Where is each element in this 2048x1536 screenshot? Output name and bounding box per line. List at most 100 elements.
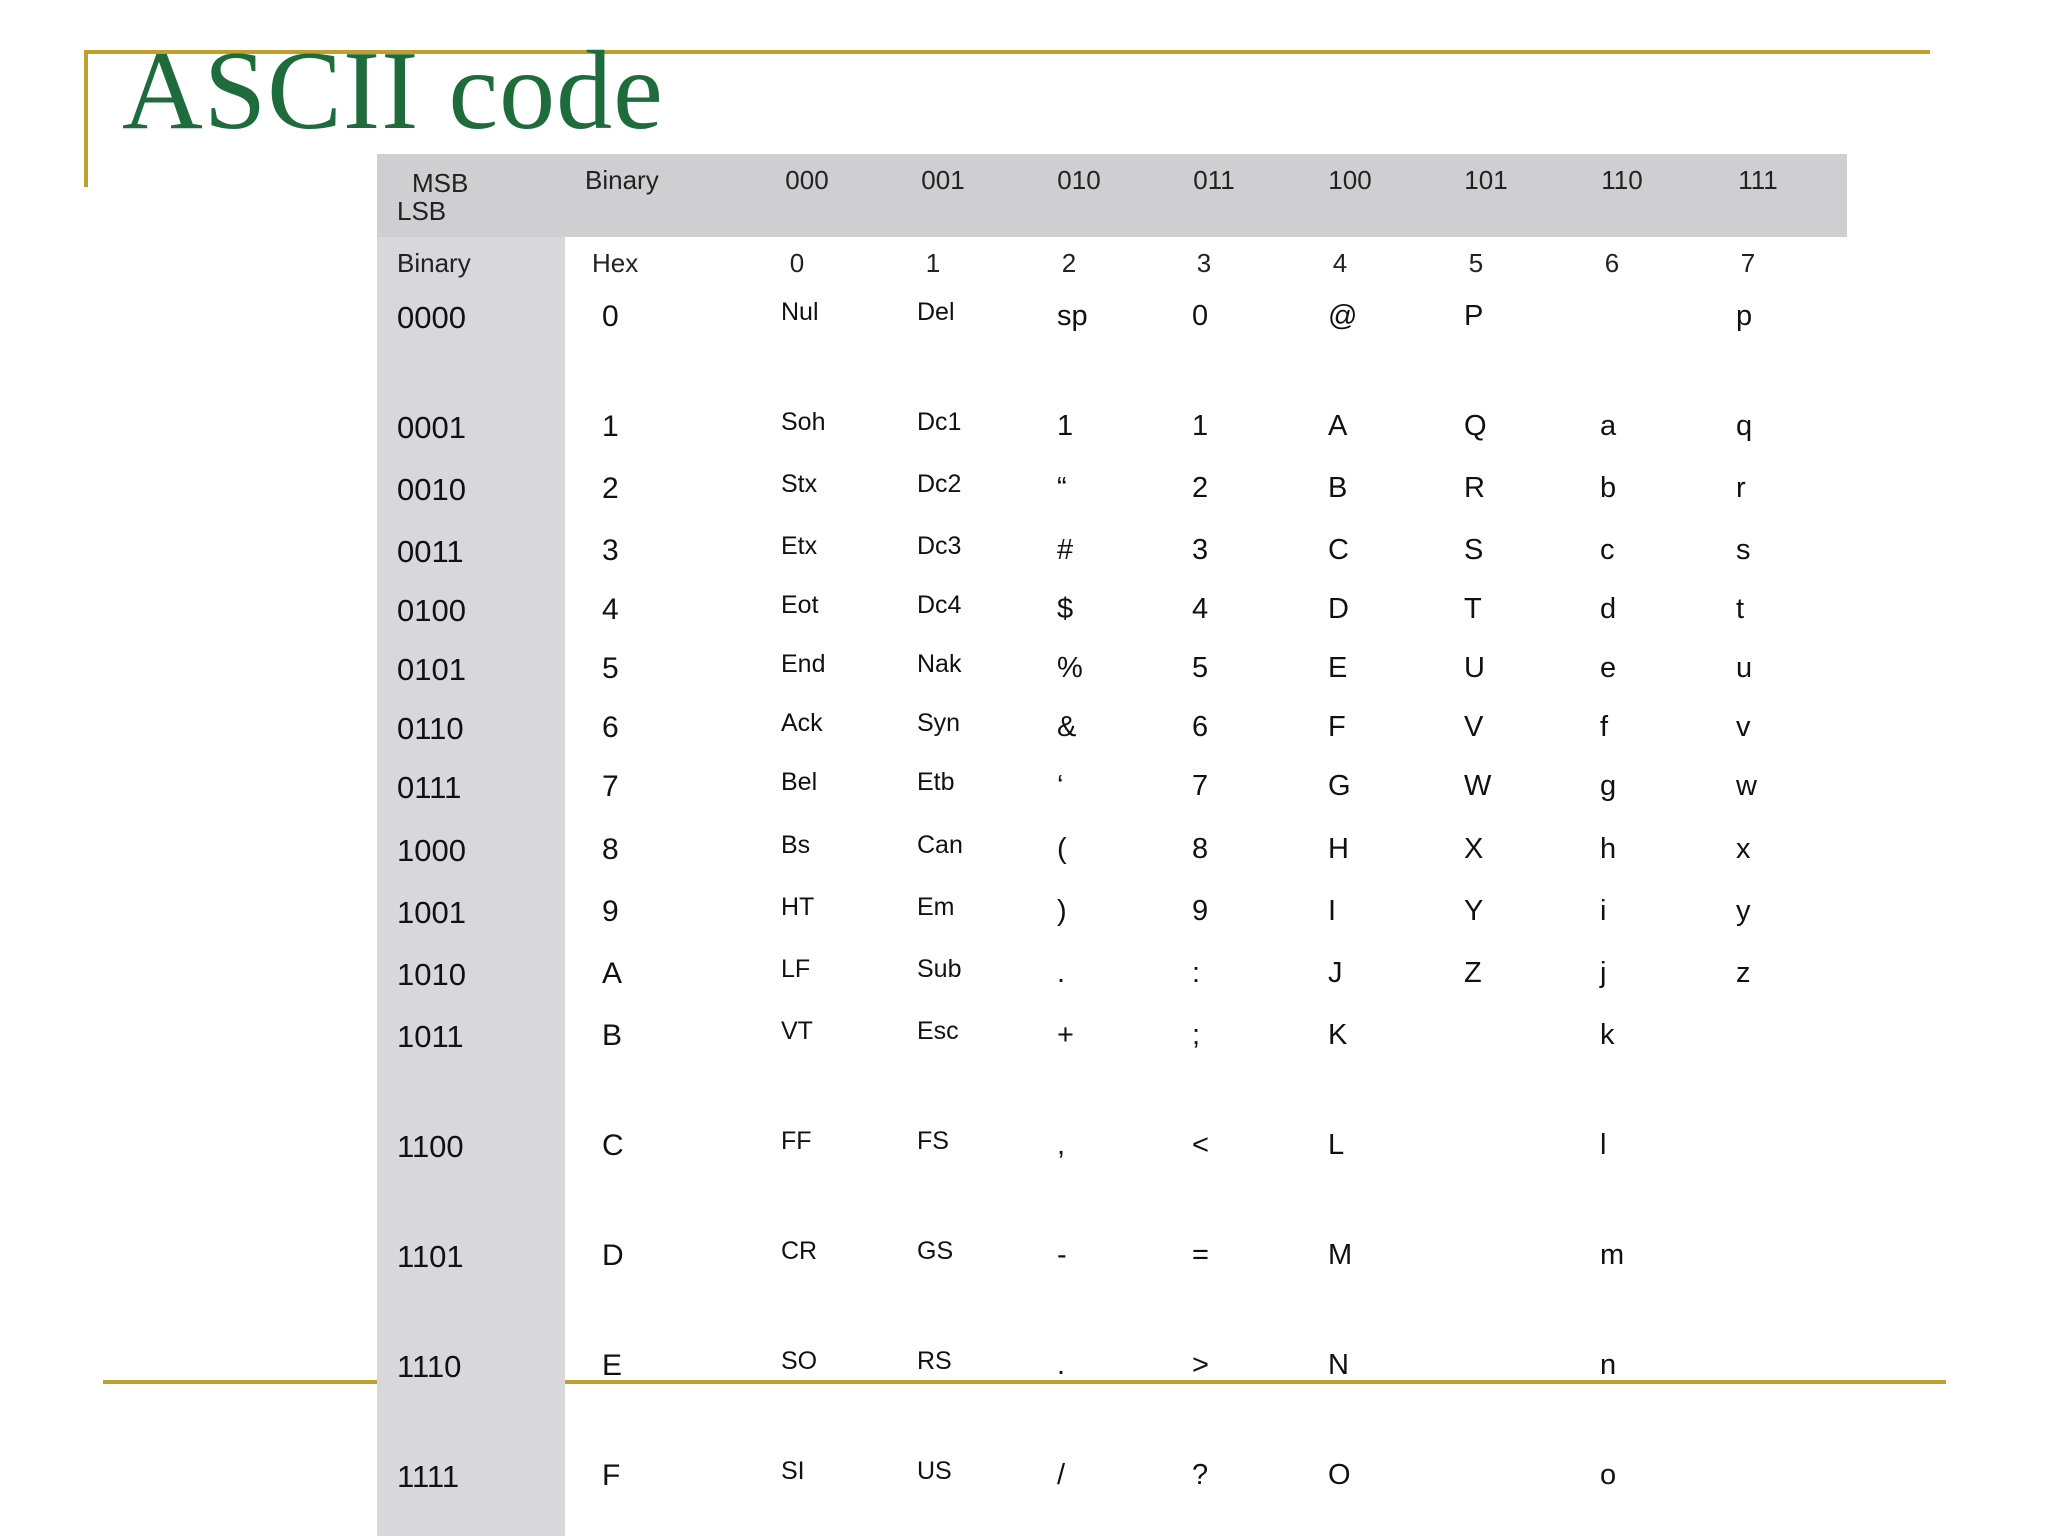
- ascii-char-cell: a: [1600, 410, 1617, 442]
- ascii-char-cell: j: [1600, 957, 1607, 989]
- footer-rule: [103, 1380, 1946, 1384]
- row-hex-value: 5: [602, 652, 619, 685]
- ascii-char-cell: GS: [917, 1237, 954, 1265]
- ascii-char-cell: C: [1328, 534, 1349, 566]
- ascii-char-cell: t: [1736, 593, 1745, 625]
- row-hex-value: 0: [602, 300, 619, 333]
- ascii-char-cell: 3: [1192, 534, 1209, 566]
- ascii-char-cell: V: [1464, 711, 1484, 743]
- ascii-char-cell: I: [1328, 895, 1337, 927]
- ascii-char-cell: M: [1328, 1239, 1353, 1271]
- ascii-char-cell: p: [1736, 300, 1753, 332]
- ascii-char-cell: X: [1464, 833, 1484, 865]
- ascii-char-cell: P: [1464, 300, 1484, 332]
- ascii-char-cell: /: [1057, 1459, 1066, 1491]
- row-binary-value: 0000: [397, 300, 466, 335]
- row-hex-value: F: [602, 1459, 621, 1492]
- ascii-char-cell: o: [1600, 1459, 1617, 1491]
- ascii-char-cell: J: [1328, 957, 1343, 989]
- ascii-char-cell: l: [1600, 1129, 1607, 1161]
- row-binary-value: 1101: [397, 1239, 464, 1274]
- ascii-char-cell: >: [1192, 1349, 1209, 1381]
- ascii-char-cell: CR: [781, 1237, 818, 1265]
- row-hex-value: 8: [602, 833, 619, 866]
- ascii-char-cell: u: [1736, 652, 1753, 684]
- ascii-char-cell: W: [1464, 770, 1492, 802]
- ascii-char-cell: 9: [1192, 895, 1209, 927]
- ascii-char-cell: h: [1600, 833, 1617, 865]
- ascii-char-cell: y: [1736, 895, 1751, 927]
- ascii-char-cell: q: [1736, 410, 1753, 442]
- ascii-char-cell: “: [1057, 472, 1067, 504]
- ascii-char-cell: r: [1736, 472, 1746, 504]
- row-hex-value: 4: [602, 593, 619, 626]
- hex-column-header: 1: [925, 248, 941, 278]
- ascii-char-cell: ?: [1192, 1459, 1209, 1491]
- ascii-char-cell: Nak: [917, 650, 962, 678]
- ascii-char-cell: .: [1057, 1349, 1066, 1381]
- row-hex-value: C: [602, 1129, 624, 1162]
- ascii-char-cell: :: [1192, 957, 1201, 989]
- row-hex-value: 9: [602, 895, 619, 928]
- row-binary-value: 1110: [397, 1349, 462, 1384]
- row-binary-value: 1010: [397, 957, 466, 992]
- ascii-char-cell: LF: [781, 955, 811, 983]
- ascii-char-cell: End: [781, 650, 826, 678]
- ascii-char-cell: Etb: [917, 768, 955, 796]
- ascii-char-cell: H: [1328, 833, 1349, 865]
- ascii-char-cell: .: [1057, 957, 1066, 989]
- msb-binary-label: Binary: [585, 165, 659, 195]
- title-accent-vertical-rule: [84, 50, 88, 187]
- ascii-char-cell: g: [1600, 770, 1617, 802]
- slide-title: ASCII code: [122, 29, 664, 153]
- row-binary-label: Binary: [397, 248, 471, 278]
- ascii-char-cell: Y: [1464, 895, 1484, 927]
- ascii-char-cell: B: [1328, 472, 1348, 504]
- ascii-char-cell: 8: [1192, 833, 1209, 865]
- ascii-char-cell: -: [1057, 1239, 1067, 1271]
- ascii-char-cell: Del: [917, 298, 955, 326]
- hex-label: Hex: [592, 248, 639, 278]
- lsb-binary-column-band: [377, 237, 565, 1536]
- ascii-char-cell: d: [1600, 593, 1617, 625]
- ascii-char-cell: Dc2: [917, 470, 962, 498]
- ascii-char-cell: 1: [1192, 410, 1209, 442]
- ascii-char-cell: z: [1736, 957, 1751, 989]
- ascii-char-cell: Soh: [781, 408, 826, 436]
- ascii-char-cell: Esc: [917, 1017, 959, 1045]
- ascii-char-cell: N: [1328, 1349, 1349, 1381]
- ascii-char-cell: ,: [1057, 1129, 1066, 1161]
- ascii-char-cell: 4: [1192, 593, 1209, 625]
- ascii-char-cell: Eot: [781, 591, 819, 619]
- ascii-char-cell: RS: [917, 1347, 952, 1375]
- ascii-char-cell: Q: [1464, 410, 1487, 442]
- ascii-char-cell: c: [1600, 534, 1615, 566]
- ascii-char-cell: Z: [1464, 957, 1482, 989]
- ascii-char-cell: #: [1057, 534, 1074, 566]
- row-binary-value: 1001: [397, 895, 466, 930]
- ascii-char-cell: $: [1057, 593, 1074, 625]
- ascii-char-cell: v: [1736, 711, 1751, 743]
- ascii-char-cell: FS: [917, 1127, 949, 1155]
- msb-column-header: 101: [1464, 165, 1508, 195]
- row-binary-value: 0101: [397, 652, 466, 687]
- ascii-char-cell: Em: [917, 893, 955, 921]
- ascii-char-cell: x: [1736, 833, 1751, 865]
- ascii-char-cell: ): [1057, 895, 1067, 927]
- ascii-char-cell: G: [1328, 770, 1351, 802]
- ascii-char-cell: f: [1600, 711, 1609, 743]
- ascii-char-cell: =: [1192, 1239, 1209, 1271]
- ascii-char-cell: S: [1464, 534, 1484, 566]
- lsb-label: LSB: [397, 196, 447, 226]
- ascii-char-cell: b: [1600, 472, 1617, 504]
- ascii-char-cell: SI: [781, 1457, 805, 1485]
- row-binary-value: 1111: [397, 1459, 460, 1494]
- ascii-char-cell: U: [1464, 652, 1485, 684]
- ascii-char-cell: F: [1328, 711, 1346, 743]
- ascii-char-cell: i: [1600, 895, 1607, 927]
- row-binary-value: 1011: [397, 1019, 464, 1054]
- row-binary-value: 0010: [397, 472, 466, 507]
- ascii-char-cell: s: [1736, 534, 1751, 566]
- row-hex-value: D: [602, 1239, 624, 1272]
